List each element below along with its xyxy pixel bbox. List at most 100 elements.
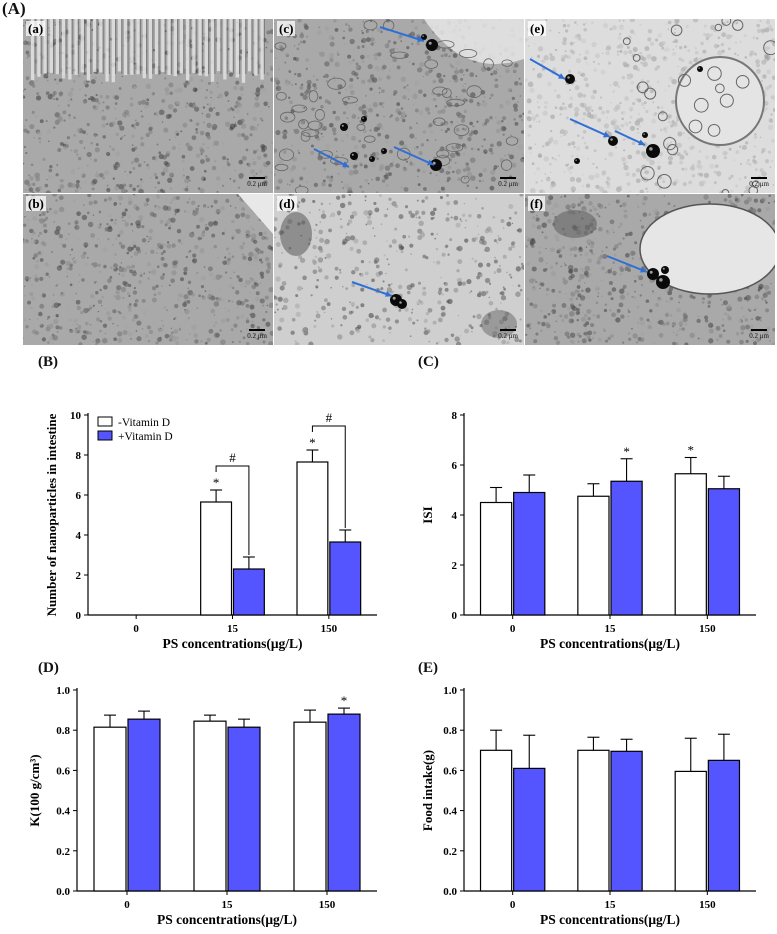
bar — [200, 501, 233, 616]
y-tick-label: 8 — [452, 410, 458, 422]
bar — [227, 726, 261, 892]
significance-star: * — [688, 443, 695, 458]
em-panel-letter: (c) — [277, 21, 296, 36]
legend-swatch — [97, 416, 113, 427]
y-tick-label: 4 — [452, 510, 458, 522]
em-panel-a: (a) 0.2 μm — [22, 18, 274, 194]
comparison-bracket: # — [311, 410, 346, 528]
em-panel-d: (d) 0.2 μm — [273, 193, 525, 346]
bar — [577, 749, 610, 892]
x-tick-label: 15 — [605, 899, 617, 911]
legend-swatch — [97, 430, 113, 441]
scale-bar: 0.2 μm — [749, 329, 769, 340]
x-tick-label: 15 — [605, 623, 617, 635]
x-tick-label: 0 — [510, 623, 516, 635]
x-tick-label: 150 — [321, 623, 338, 635]
micrograph-image — [23, 194, 273, 345]
y-tick-label: 6 — [452, 460, 458, 472]
pointer-arrow-icon — [393, 146, 435, 166]
scale-bar: 0.2 μm — [749, 177, 769, 188]
bar — [479, 501, 513, 616]
bar — [513, 491, 546, 616]
panel-label-e: (E) — [418, 660, 438, 676]
pointer-arrow-icon — [606, 255, 648, 273]
legend-label: -Vitamin D — [118, 417, 170, 429]
x-axis-label: PS concentrations(μg/L) — [540, 636, 680, 651]
bar — [610, 750, 643, 892]
x-axis-label: PS concentrations(μg/L) — [540, 912, 680, 927]
chart-e: 0.0 0.2 0.4 0.6 0.8 1.0 0 15 150 PS concentration… — [420, 685, 756, 927]
x-tick-label: 0 — [124, 899, 130, 911]
comparison-bracket: # — [215, 450, 250, 555]
scale-bar: 0.2 μm — [498, 177, 518, 188]
y-axis-label: K(100 g/cm³) — [27, 754, 42, 826]
bar — [577, 495, 610, 616]
y-tick-label: 0.4 — [56, 806, 70, 818]
y-tick-label: 1.0 — [443, 685, 457, 697]
pointer-arrow-icon — [313, 148, 350, 168]
bar — [674, 770, 707, 892]
y-tick-label: 8 — [76, 450, 82, 462]
y-tick-label: 2 — [76, 570, 82, 582]
em-panel-letter: (b) — [26, 196, 46, 211]
y-tick-label: 4 — [76, 530, 82, 542]
panel-label-c: (C) — [418, 354, 439, 370]
bar — [707, 759, 741, 892]
bar — [610, 480, 643, 616]
em-panel-f: (f) 0.2 μm — [524, 193, 776, 346]
em-micrograph-grid: (a) 0.2 μm (c) 0.2 μm (e) 0.2 μm (b) 0.2 μm … — [22, 18, 776, 346]
y-tick-label: 10 — [70, 410, 82, 422]
y-axis-label: Number of nanoparticles in intestine — [44, 413, 59, 616]
x-tick-label: 150 — [699, 623, 716, 635]
em-panel-b: (b) 0.2 μm — [22, 193, 274, 346]
y-tick-label: 0 — [76, 610, 82, 622]
y-tick-label: 0.2 — [56, 846, 70, 858]
y-tick-label: 0.0 — [56, 886, 70, 898]
x-tick-label: 150 — [319, 899, 336, 911]
em-panel-letter: (e) — [528, 21, 547, 36]
bracket-symbol: # — [326, 410, 333, 425]
pointer-arrow-icon — [379, 26, 425, 42]
bracket-symbol: # — [229, 450, 236, 465]
figure-label: (A) — [2, 0, 26, 18]
y-tick-label: 0.6 — [443, 765, 457, 777]
y-tick-label: 0 — [452, 610, 458, 622]
pointer-arrow-icon — [351, 281, 393, 297]
bar — [127, 718, 161, 892]
y-tick-label: 6 — [76, 490, 82, 502]
bar — [193, 720, 227, 892]
legend: -Vitamin D +Vitamin D — [97, 416, 173, 443]
bar — [479, 749, 513, 892]
chart-d: 0.0 0.2 0.4 0.6 0.8 1.0 0 15 150 * PS concentratio… — [27, 685, 377, 927]
significance-star: * — [309, 435, 316, 450]
y-axis-label: Food intake(g) — [420, 750, 435, 831]
y-tick-label: 0.6 — [56, 765, 70, 777]
chart-b: 0 2 4 6 8 10 0 15 * 150 * # # PS concentrations(μg/L)… — [44, 410, 377, 651]
bar — [707, 488, 741, 616]
bar — [232, 568, 265, 616]
scale-bar: 0.2 μm — [247, 177, 267, 188]
x-axis-label: PS concentrations(μg/L) — [162, 636, 302, 651]
y-tick-label: 0.8 — [443, 725, 457, 737]
panel-label-d: (D) — [38, 660, 59, 676]
scale-bar: 0.2 μm — [247, 329, 267, 340]
em-panel-letter: (a) — [26, 21, 46, 36]
micrograph-image — [274, 194, 524, 345]
bar — [327, 713, 361, 892]
x-tick-label: 0 — [510, 899, 516, 911]
em-panel-c: (c) 0.2 μm — [273, 18, 525, 194]
legend-label: +Vitamin D — [118, 431, 173, 443]
significance-star: * — [623, 444, 630, 459]
micrograph-image — [525, 194, 775, 345]
pointer-arrow-icon — [614, 130, 646, 146]
scale-bar: 0.2 μm — [498, 329, 518, 340]
x-axis-label: PS concentrations(μg/L) — [157, 912, 297, 927]
y-axis-label: ISI — [420, 506, 435, 523]
micrograph-image — [23, 19, 273, 193]
x-tick-label: 15 — [227, 623, 239, 635]
bar — [296, 461, 329, 616]
micrograph-image — [525, 19, 775, 193]
y-tick-label: 0.4 — [443, 806, 457, 818]
y-tick-label: 1.0 — [56, 685, 70, 697]
bar — [513, 767, 546, 892]
